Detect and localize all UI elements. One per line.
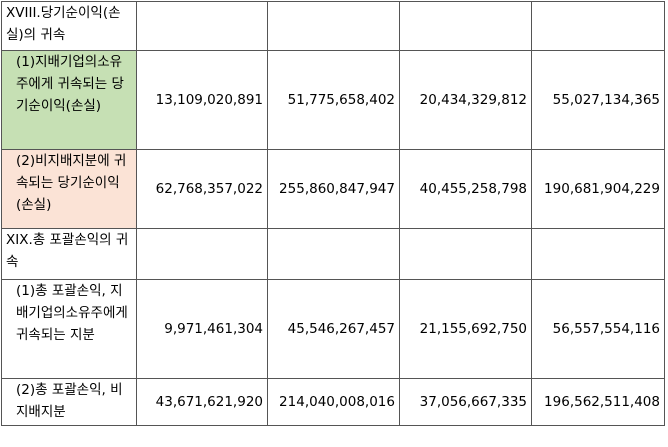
value-cell: 55,027,134,365 [531, 50, 665, 150]
value-cell [399, 228, 532, 280]
table-row: (1)총 포괄손익, 지배기업의소유주에게 귀속되는 지분 9,971,461,… [1, 279, 665, 379]
row-label-noncontrolling-net-income: (2)비지배지분에 귀속되는 당기순이익(손실) [1, 149, 137, 229]
row-label-owners-comprehensive-income: (1)총 포괄손익, 지배기업의소유주에게 귀속되는 지분 [1, 279, 137, 379]
table-row: (2)총 포괄손익, 비지배지분 43,671,621,920 214,040,… [1, 378, 665, 426]
value-cell: 9,971,461,304 [136, 279, 268, 379]
value-cell [399, 1, 532, 51]
row-label-noncontrolling-comprehensive-income: (2)총 포괄손익, 비지배지분 [1, 378, 137, 426]
value-cell: 37,056,667,335 [399, 378, 532, 426]
value-cell: 40,455,258,798 [399, 149, 532, 229]
table-row: (2)비지배지분에 귀속되는 당기순이익(손실) 62,768,357,022 … [1, 149, 665, 229]
value-cell: 13,109,020,891 [136, 50, 268, 150]
value-cell [267, 1, 400, 51]
value-cell: 20,434,329,812 [399, 50, 532, 150]
value-cell [531, 1, 665, 51]
table-row: XVIII.당기순이익(손실)의 귀속 [1, 1, 665, 51]
row-label-net-income-attribution: XVIII.당기순이익(손실)의 귀속 [1, 1, 137, 51]
value-cell: 196,562,511,408 [531, 378, 665, 426]
income-attribution-table: XVIII.당기순이익(손실)의 귀속 (1)지배기업의소유주에게 귀속되는 당… [1, 1, 665, 426]
value-cell: 51,775,658,402 [267, 50, 400, 150]
value-cell [267, 228, 400, 280]
value-cell: 255,860,847,947 [267, 149, 400, 229]
value-cell: 190,681,904,229 [531, 149, 665, 229]
value-cell [136, 228, 268, 280]
table-row: XIX.총 포괄손익의 귀속 [1, 228, 665, 280]
value-cell [136, 1, 268, 51]
table-row: (1)지배기업의소유주에게 귀속되는 당기순이익(손실) 13,109,020,… [1, 50, 665, 150]
value-cell: 21,155,692,750 [399, 279, 532, 379]
value-cell: 56,557,554,116 [531, 279, 665, 379]
row-label-comprehensive-income-attribution: XIX.총 포괄손익의 귀속 [1, 228, 137, 280]
value-cell: 62,768,357,022 [136, 149, 268, 229]
value-cell [531, 228, 665, 280]
value-cell: 43,671,621,920 [136, 378, 268, 426]
value-cell: 45,546,267,457 [267, 279, 400, 379]
value-cell: 214,040,008,016 [267, 378, 400, 426]
row-label-owners-net-income: (1)지배기업의소유주에게 귀속되는 당기순이익(손실) [1, 50, 137, 150]
